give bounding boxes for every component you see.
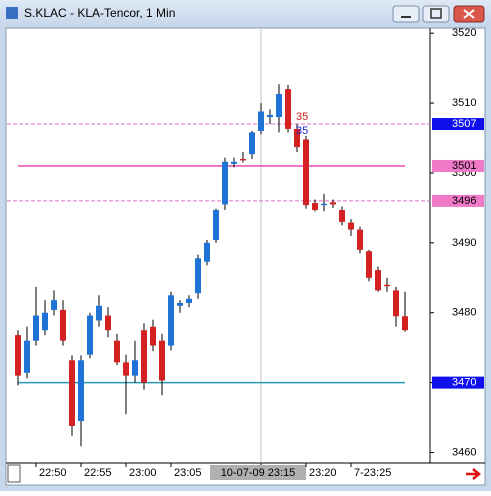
candle-body (51, 300, 57, 310)
candle-body (393, 290, 399, 317)
level-label: 3501 (452, 160, 476, 172)
candle-body (267, 114, 273, 118)
annotation: 35 (296, 125, 308, 137)
candle-body (294, 128, 300, 148)
candle-body (258, 111, 264, 132)
candle-body (312, 203, 318, 211)
candle-body (240, 158, 246, 161)
candle-body (249, 132, 255, 155)
candle-body (402, 316, 408, 331)
candle-body (177, 302, 183, 306)
candle-body (330, 202, 336, 205)
candle-body (168, 295, 174, 346)
candle-body (231, 161, 237, 164)
level-label: 3507 (452, 118, 476, 130)
y-tick-label: 3460 (452, 446, 476, 458)
x-tick-label: 7-23:25 (354, 467, 391, 479)
candle-body (384, 284, 390, 287)
candle-body (78, 360, 84, 422)
level-label-box (432, 194, 484, 207)
candle-body (357, 229, 363, 250)
level-label-box (432, 118, 484, 131)
x-tick-label: 23:00 (129, 467, 157, 479)
candle-body (96, 305, 102, 321)
scroll-arrow[interactable] (466, 468, 481, 480)
x-tick-label: 23:20 (309, 467, 337, 479)
x-tick-label: 23:05 (174, 467, 202, 479)
candle-body (69, 360, 75, 426)
level-label: 3470 (452, 377, 476, 389)
candle-body (141, 330, 147, 383)
annotation: 35 (296, 111, 308, 123)
candle-body (195, 258, 201, 294)
candle-body (87, 315, 93, 355)
y-tick-label: 3480 (452, 307, 476, 319)
candle-body (186, 298, 192, 303)
x-tick-label: 22:50 (39, 467, 67, 479)
candle-body (33, 315, 39, 341)
crosshair-label-box (210, 465, 306, 480)
candle-body (321, 203, 327, 206)
y-tick-label: 3510 (452, 97, 476, 109)
candle-body (24, 340, 30, 373)
candle-body (114, 340, 120, 363)
candle-body (123, 362, 129, 376)
candle-body (60, 309, 66, 341)
x-tick-label: 22:55 (84, 467, 112, 479)
level-label-box (432, 376, 484, 389)
candle-body (132, 360, 138, 376)
chart-area (5, 27, 486, 486)
candle-body (285, 89, 291, 129)
close-icon (463, 9, 475, 19)
candle-body (42, 312, 48, 331)
y-tick-label: 3490 (452, 237, 476, 249)
y-tick-label: 3520 (452, 27, 476, 39)
candle-body (105, 315, 111, 331)
candle-body (213, 210, 219, 241)
candle-body (303, 139, 309, 206)
window-icon (6, 7, 18, 19)
candle-body (150, 326, 156, 346)
corner-box[interactable] (7, 464, 21, 483)
level-label: 3496 (452, 195, 476, 207)
candle-body (204, 242, 210, 262)
candle-body (339, 210, 345, 222)
candle-body (375, 270, 381, 291)
level-label-box (432, 159, 484, 172)
candle-body (348, 222, 354, 230)
maximize-button[interactable] (422, 5, 450, 23)
maximize-icon (430, 8, 442, 19)
minimize-button[interactable] (392, 5, 420, 23)
candle-body (159, 340, 165, 381)
x-tick-label: 10-07-09 23:15 (221, 467, 296, 479)
window-title: S.KLAC - KLA-Tencor, 1 Min (24, 6, 175, 20)
candle-body (222, 161, 228, 205)
candle-body (15, 335, 21, 376)
candle-body (366, 251, 372, 278)
candle-body (276, 93, 282, 118)
